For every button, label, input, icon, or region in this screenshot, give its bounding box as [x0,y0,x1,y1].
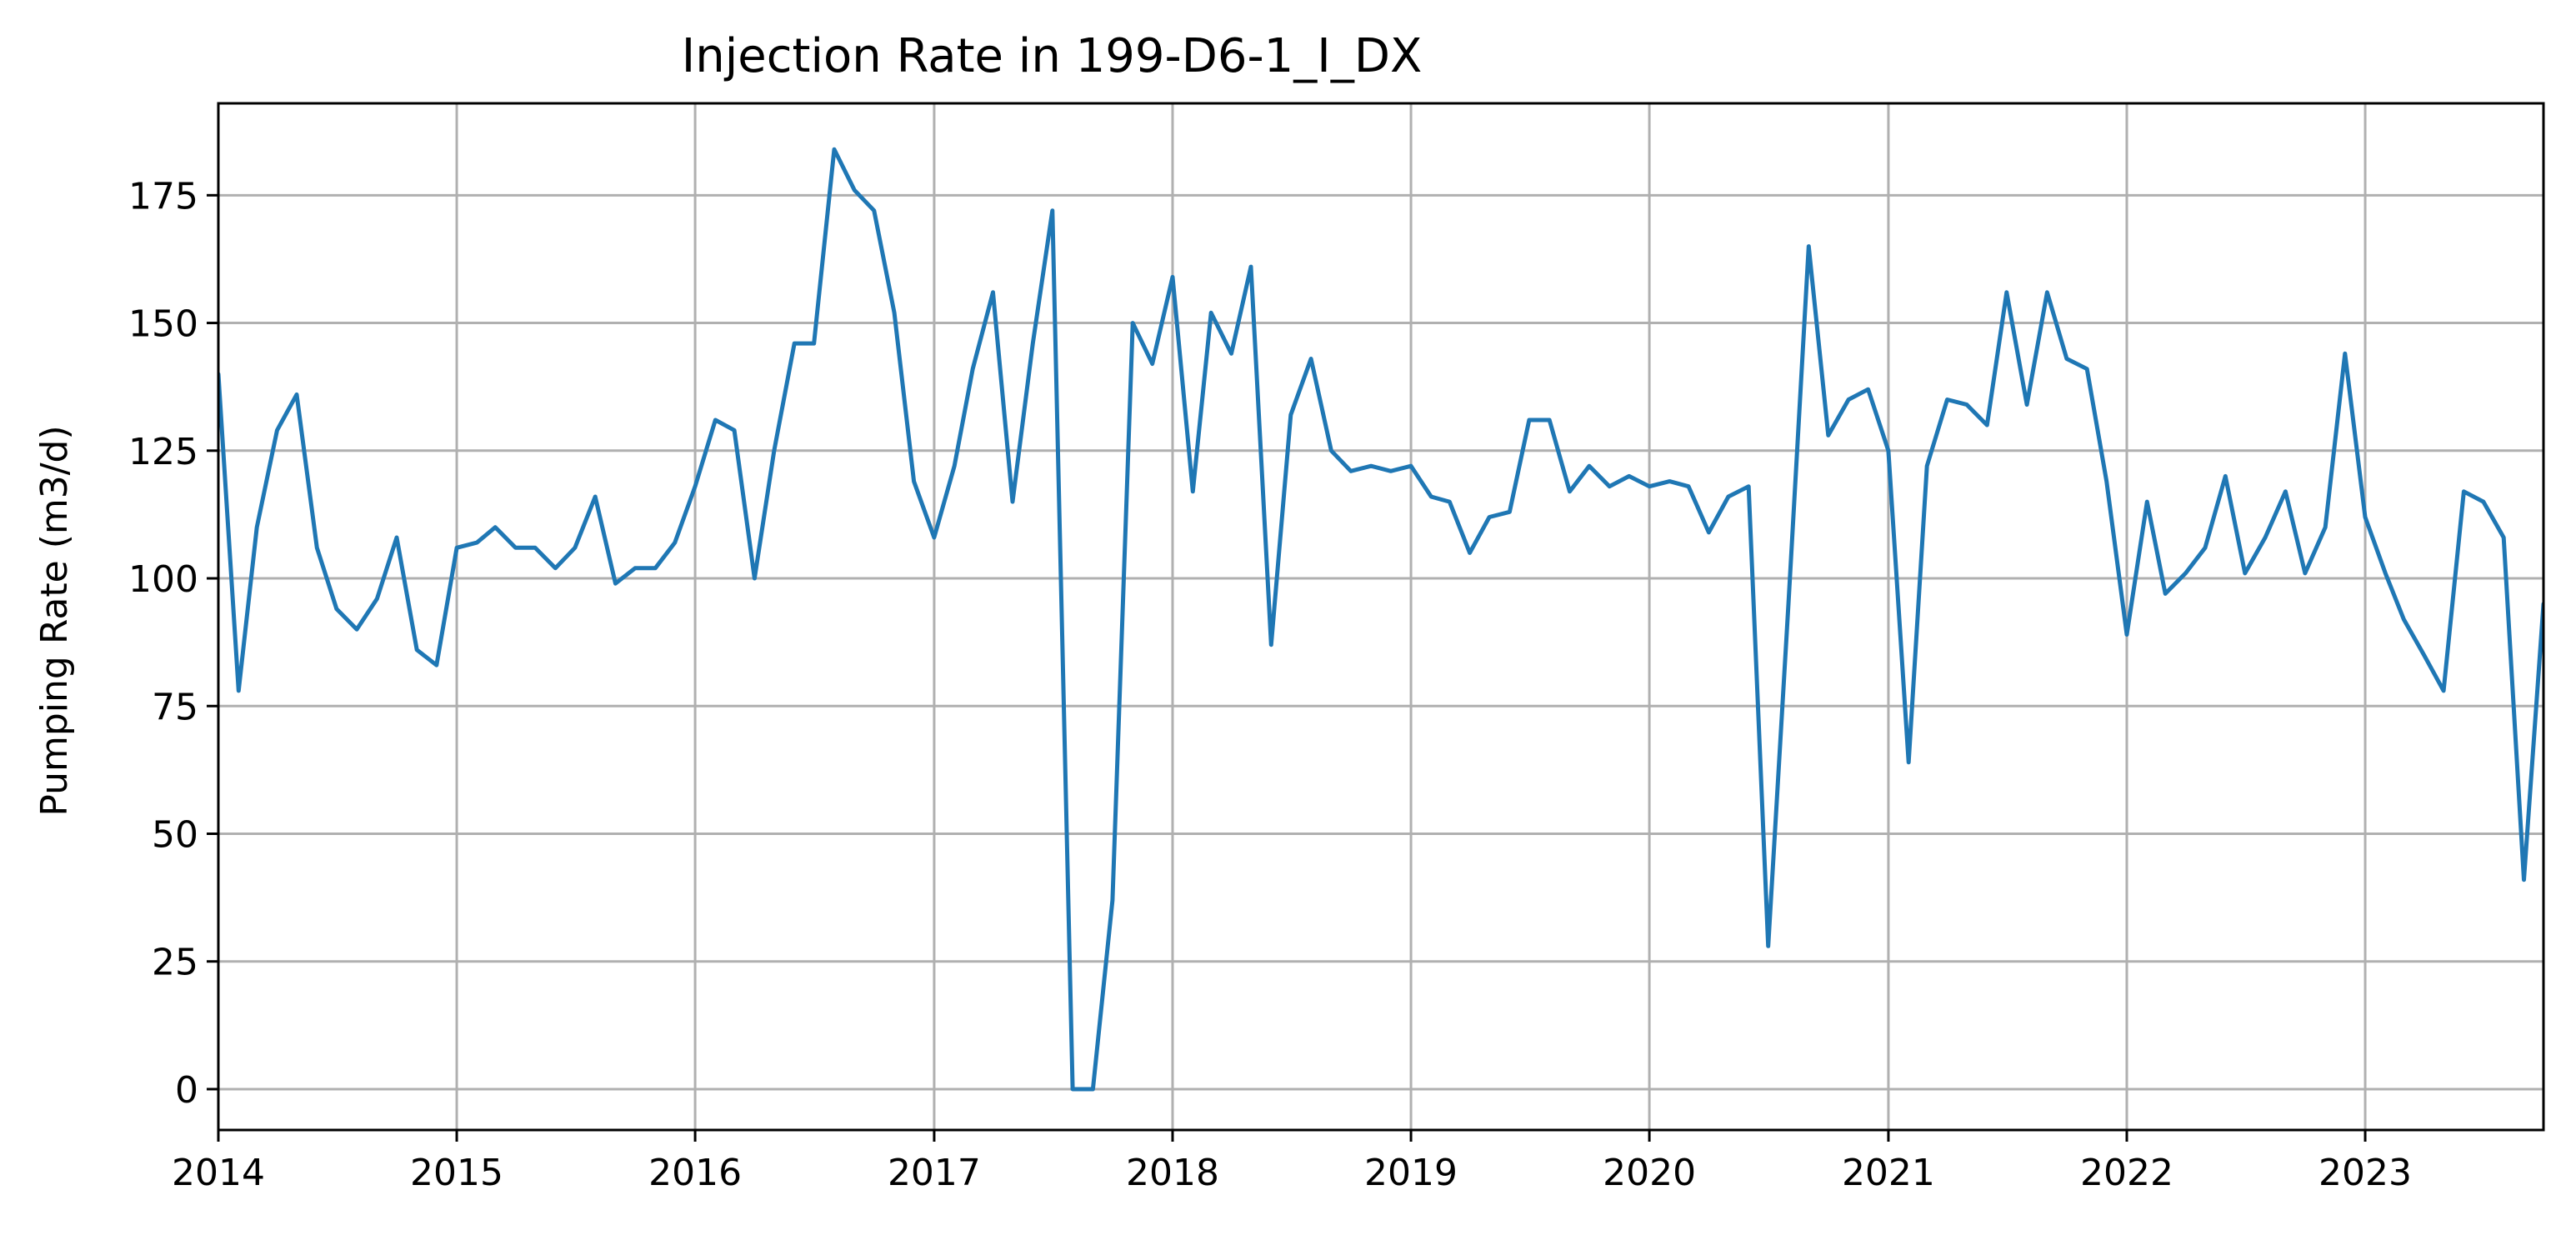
y-axis-label: Pumping Rate (m3/d) [33,425,76,816]
y-tick-label: 175 [128,175,198,218]
x-tick-label: 2016 [648,1152,742,1194]
plot-frame [217,102,2545,1132]
y-tick-label: 100 [128,558,198,601]
x-tick-label: 2019 [1364,1152,1458,1194]
grid [217,103,2543,1130]
x-tick-label: 2015 [410,1152,503,1194]
axis-ticks: 2014 2015 2016 2017 2018 2019 2020 2021 2022 2023… [128,175,2412,1194]
series-group [218,147,2543,1092]
y-tick-label: 75 [152,686,198,728]
series-line [218,147,2543,1092]
x-tick-label: 2022 [2080,1152,2173,1194]
x-tick-label: 2021 [1842,1152,1935,1194]
y-tick-label: 25 [152,942,198,984]
y-tick-label: 125 [128,431,198,473]
x-tick-label: 2020 [1603,1152,1696,1194]
x-tick-label: 2017 [888,1152,981,1194]
x-tick-label: 2014 [172,1152,265,1194]
y-tick-label: 150 [128,303,198,346]
y-tick-label: 0 [175,1069,198,1112]
y-tick-label: 50 [152,813,198,856]
x-tick-label: 2023 [2318,1152,2412,1194]
x-tick-label: 2018 [1126,1152,1219,1194]
chart-title: Injection Rate in 199-D6-1_I_DX [682,29,1423,83]
